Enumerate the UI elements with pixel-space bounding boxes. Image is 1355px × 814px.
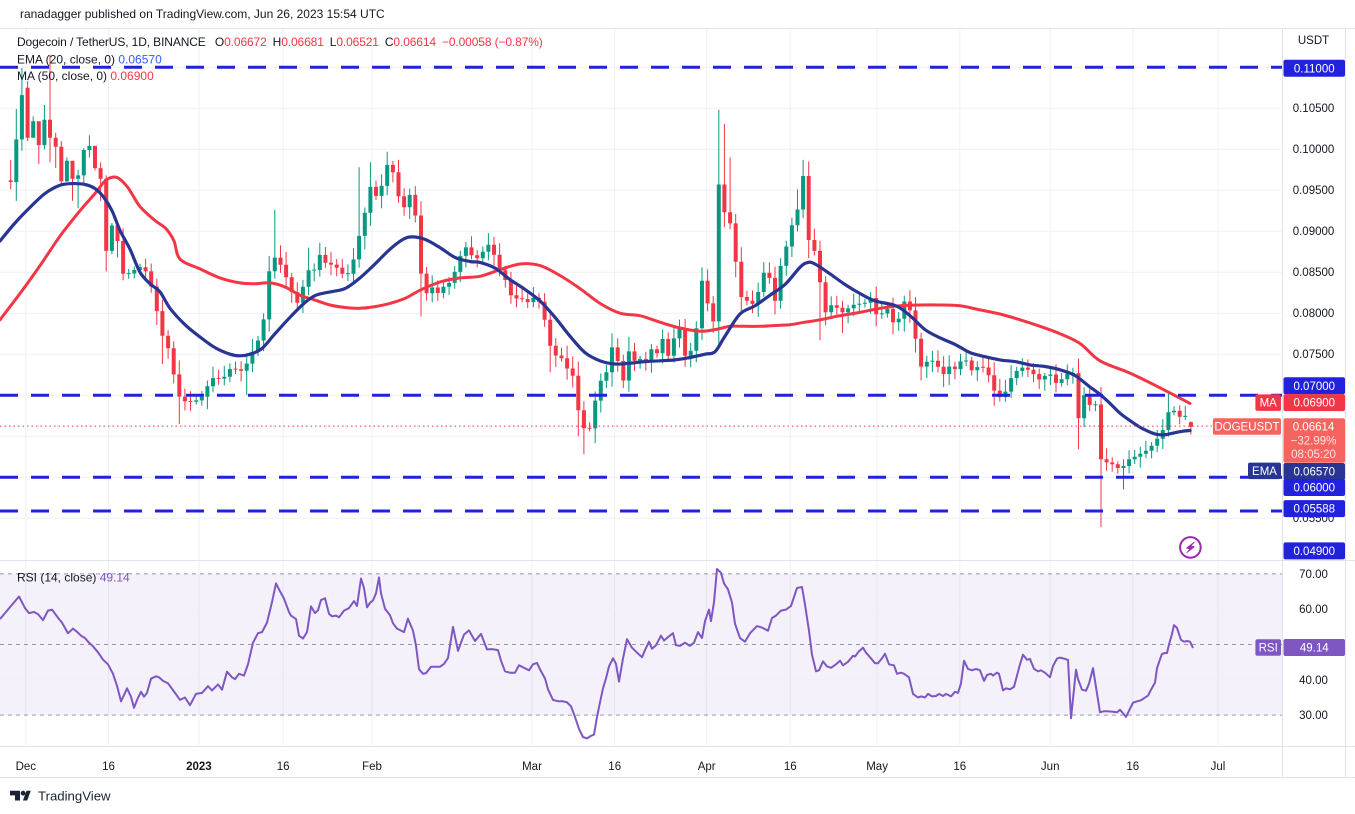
svg-text:0.04900: 0.04900	[1293, 546, 1335, 558]
svg-text:16: 16	[102, 761, 115, 773]
svg-text:40.00: 40.00	[1299, 675, 1328, 687]
svg-text:−32.99%: −32.99%	[1291, 435, 1337, 447]
svg-text:0.11000: 0.11000	[1294, 63, 1335, 75]
svg-text:USDT: USDT	[1298, 35, 1329, 47]
svg-text:16: 16	[784, 761, 797, 773]
svg-text:16: 16	[953, 761, 966, 773]
svg-text:RSI: RSI	[1259, 643, 1278, 655]
svg-text:0.09500: 0.09500	[1293, 185, 1335, 197]
svg-text:0.06000: 0.06000	[1293, 483, 1335, 495]
svg-text:EMA (20, close, 0) 0.06570: EMA (20, close, 0) 0.06570	[17, 53, 162, 67]
svg-text:60.00: 60.00	[1299, 604, 1328, 616]
svg-text:Mar: Mar	[522, 761, 542, 773]
svg-text:0.10000: 0.10000	[1293, 144, 1335, 156]
svg-text:30.00: 30.00	[1299, 710, 1328, 722]
svg-text:70.00: 70.00	[1299, 569, 1328, 581]
svg-text:0.05588: 0.05588	[1293, 504, 1335, 516]
svg-text:0.10500: 0.10500	[1293, 103, 1335, 115]
svg-text:DOGEUSDT: DOGEUSDT	[1214, 422, 1279, 434]
svg-text:0.09000: 0.09000	[1293, 226, 1335, 238]
svg-text:Jul: Jul	[1211, 761, 1226, 773]
svg-text:49.14: 49.14	[1300, 643, 1329, 655]
svg-text:Jun: Jun	[1041, 761, 1060, 773]
svg-text:May: May	[866, 761, 888, 773]
svg-text:16: 16	[277, 761, 290, 773]
svg-text:0.08500: 0.08500	[1293, 267, 1335, 279]
svg-text:16: 16	[608, 761, 621, 773]
svg-text:Feb: Feb	[362, 761, 382, 773]
svg-text:0.06570: 0.06570	[1293, 467, 1335, 479]
svg-text:Dec: Dec	[16, 761, 37, 773]
svg-text:TradingView: TradingView	[38, 788, 111, 803]
svg-text:0.07000: 0.07000	[1293, 381, 1335, 393]
svg-text:Dogecoin / TetherUS, 1D, BINAN: Dogecoin / TetherUS, 1D, BINANCE O0.0667…	[17, 35, 543, 49]
svg-text:Apr: Apr	[698, 761, 716, 773]
svg-text:08:05:20: 08:05:20	[1291, 449, 1336, 461]
svg-text:MA (50, close, 0) 0.06900: MA (50, close, 0) 0.06900	[17, 69, 154, 83]
svg-text:0.06900: 0.06900	[1293, 398, 1335, 410]
svg-text:2023: 2023	[186, 761, 212, 773]
svg-text:0.06614: 0.06614	[1293, 422, 1335, 434]
svg-text:RSI (14, close) 49.14: RSI (14, close) 49.14	[17, 571, 130, 585]
svg-text:MA: MA	[1260, 398, 1278, 410]
svg-text:EMA: EMA	[1252, 466, 1277, 478]
svg-text:16: 16	[1126, 761, 1139, 773]
svg-text:0.08000: 0.08000	[1293, 308, 1335, 320]
svg-text:0.07500: 0.07500	[1293, 349, 1335, 361]
